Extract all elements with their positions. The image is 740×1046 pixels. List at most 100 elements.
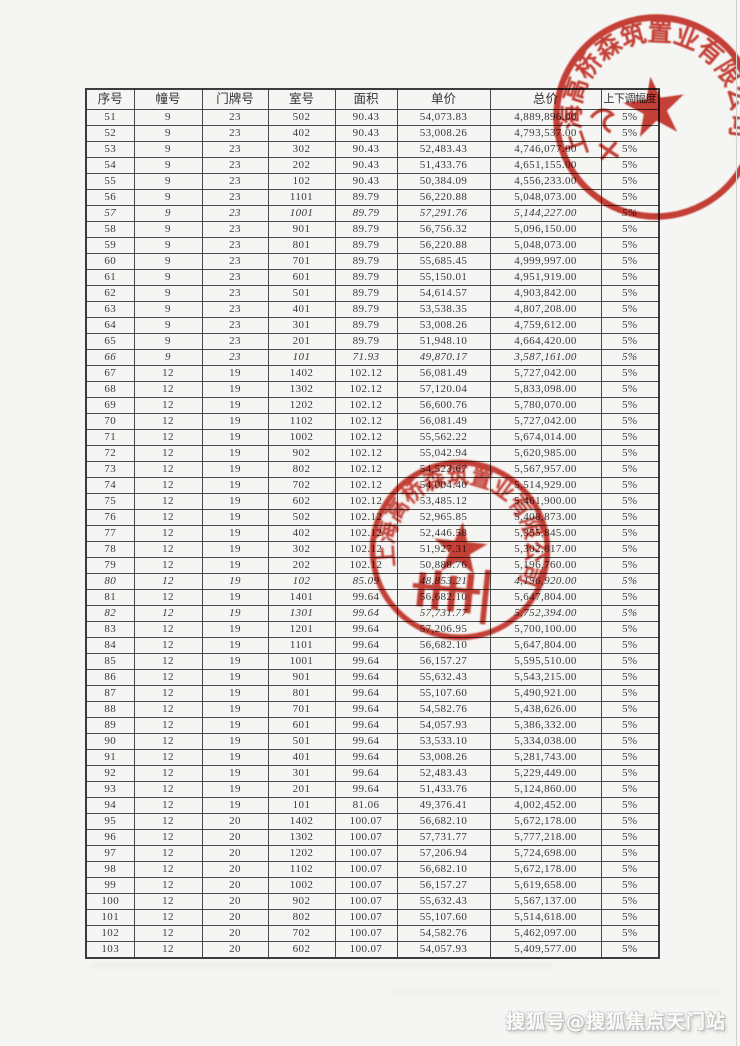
table-cell: 23: [201, 349, 269, 366]
table-cell: 1102: [267, 413, 336, 430]
table-cell: 23: [201, 157, 269, 174]
table-cell: 54,582.76: [396, 701, 491, 718]
table-row: 84 12 19 1101 99.64 56,682.10 5,647,804.00 5%: [85, 637, 660, 654]
table-cell: 81.06: [334, 797, 398, 814]
table-cell: 5%: [600, 717, 660, 734]
table-cell: 100.07: [334, 829, 398, 846]
table-cell: 402: [267, 125, 336, 142]
table-cell: 89.79: [334, 301, 398, 318]
table-cell: 101: [267, 349, 336, 366]
table-cell: 54,004.40: [396, 477, 491, 494]
table-row: 67 12 19 1402 102.12 56,081.49 5,727,042.00 5%: [85, 365, 660, 382]
table-cell: 4,664,420.00: [489, 333, 602, 350]
table-cell: 5%: [600, 829, 660, 846]
table-cell: 90.43: [334, 109, 398, 126]
table-cell: 101: [267, 797, 336, 814]
table-cell: 602: [267, 941, 336, 959]
table-row: 97 12 20 1202 100.07 57,206.94 5,724,698.00 5%: [85, 845, 660, 862]
table-cell: 12: [133, 861, 203, 878]
table-cell: 102.12: [334, 429, 398, 446]
table-cell: 99.64: [334, 781, 398, 798]
table-cell: 9: [133, 301, 203, 318]
table-cell: 5%: [600, 557, 660, 574]
table-cell: 5%: [600, 157, 660, 174]
table-cell: 90.43: [334, 157, 398, 174]
table-cell: 12: [133, 669, 203, 686]
table-cell: 100.07: [334, 909, 398, 926]
table-cell: 5%: [600, 909, 660, 926]
table-row: 85 12 19 1001 99.64 56,157.27 5,595,510.00 5%: [85, 653, 660, 670]
table-cell: 64: [85, 317, 135, 334]
watermark-sohu: 搜狐号@搜狐焦点天门站: [505, 1011, 726, 1033]
table-cell: 19: [201, 493, 269, 510]
table-cell: 19: [201, 573, 269, 590]
table-cell: 401: [267, 749, 336, 766]
table-cell: 100.07: [334, 845, 398, 862]
table-cell: 12: [133, 445, 203, 462]
table-cell: 79: [85, 557, 135, 574]
table-cell: 5,408,873.00: [489, 509, 602, 526]
table-cell: 5%: [600, 941, 660, 959]
table-cell: 5,672,178.00: [489, 813, 602, 830]
table-cell: 5,724,698.00: [489, 845, 602, 862]
table-cell: 5,386,332.00: [489, 717, 602, 734]
table-row: 101 12 20 802 100.07 55,107.60 5,514,618.00 5%: [85, 909, 660, 926]
table-cell: 89.79: [334, 237, 398, 254]
table-cell: 5,144,227.00: [489, 205, 602, 222]
table-cell: 89.79: [334, 205, 398, 222]
table-row: 74 12 19 702 102.12 54,004.40 5,514,929.00 5%: [85, 477, 660, 494]
table-row: 93 12 19 201 99.64 51,433.76 5,124,860.00 5%: [85, 781, 660, 798]
table-cell: 98: [85, 861, 135, 878]
table-cell: 51,948.10: [396, 333, 491, 350]
table-cell: 5%: [600, 317, 660, 334]
table-cell: 57,291.76: [396, 205, 491, 222]
table-cell: 100.07: [334, 877, 398, 894]
table-cell: 99.64: [334, 605, 398, 622]
table-cell: 12: [133, 733, 203, 750]
table-cell: 902: [267, 445, 336, 462]
table-cell: 90: [85, 733, 135, 750]
table-cell: 96: [85, 829, 135, 846]
table-cell: 5%: [600, 541, 660, 558]
table-cell: 301: [267, 765, 336, 782]
table-cell: 100.07: [334, 861, 398, 878]
table-cell: 19: [201, 429, 269, 446]
table-cell: 74: [85, 477, 135, 494]
table-cell: 55,632.43: [396, 893, 491, 910]
table-cell: 12: [133, 797, 203, 814]
table-cell: 5,281,743.00: [489, 749, 602, 766]
table-cell: 9: [133, 317, 203, 334]
table-row: 73 12 19 802 102.12 54,523.67 5,567,957.00 5%: [85, 461, 660, 478]
table-cell: 5%: [600, 253, 660, 270]
table-cell: 5%: [600, 141, 660, 158]
table-cell: 53: [85, 141, 135, 158]
table-cell: 1402: [267, 365, 336, 382]
table-cell: 89.79: [334, 317, 398, 334]
table-cell: 54,073.83: [396, 109, 491, 126]
table-cell: 801: [267, 237, 336, 254]
table-cell: 9: [133, 109, 203, 126]
table-cell: 56,682.10: [396, 589, 491, 606]
table-cell: 91: [85, 749, 135, 766]
table-cell: 5%: [600, 589, 660, 606]
table-cell: 55,685.45: [396, 253, 491, 270]
scan-smudge: [390, 989, 720, 995]
table-cell: 51,433.76: [396, 781, 491, 798]
table-cell: 56,157.27: [396, 877, 491, 894]
table-cell: 5%: [600, 189, 660, 206]
table-cell: 56: [85, 189, 135, 206]
table-cell: 601: [267, 717, 336, 734]
table-cell: 1402: [267, 813, 336, 830]
table-cell: 19: [201, 365, 269, 382]
table-cell: 57,731.77: [396, 605, 491, 622]
table-cell: 802: [267, 461, 336, 478]
table-cell: 5,124,860.00: [489, 781, 602, 798]
table-cell: 20: [201, 813, 269, 830]
table-cell: 58: [85, 221, 135, 238]
table-cell: 5%: [600, 477, 660, 494]
table-cell: 97: [85, 845, 135, 862]
table-row: 81 12 19 1401 99.64 56,682.10 5,647,804.00 5%: [85, 589, 660, 606]
table-cell: 5%: [600, 813, 660, 830]
table-cell: 23: [201, 141, 269, 158]
